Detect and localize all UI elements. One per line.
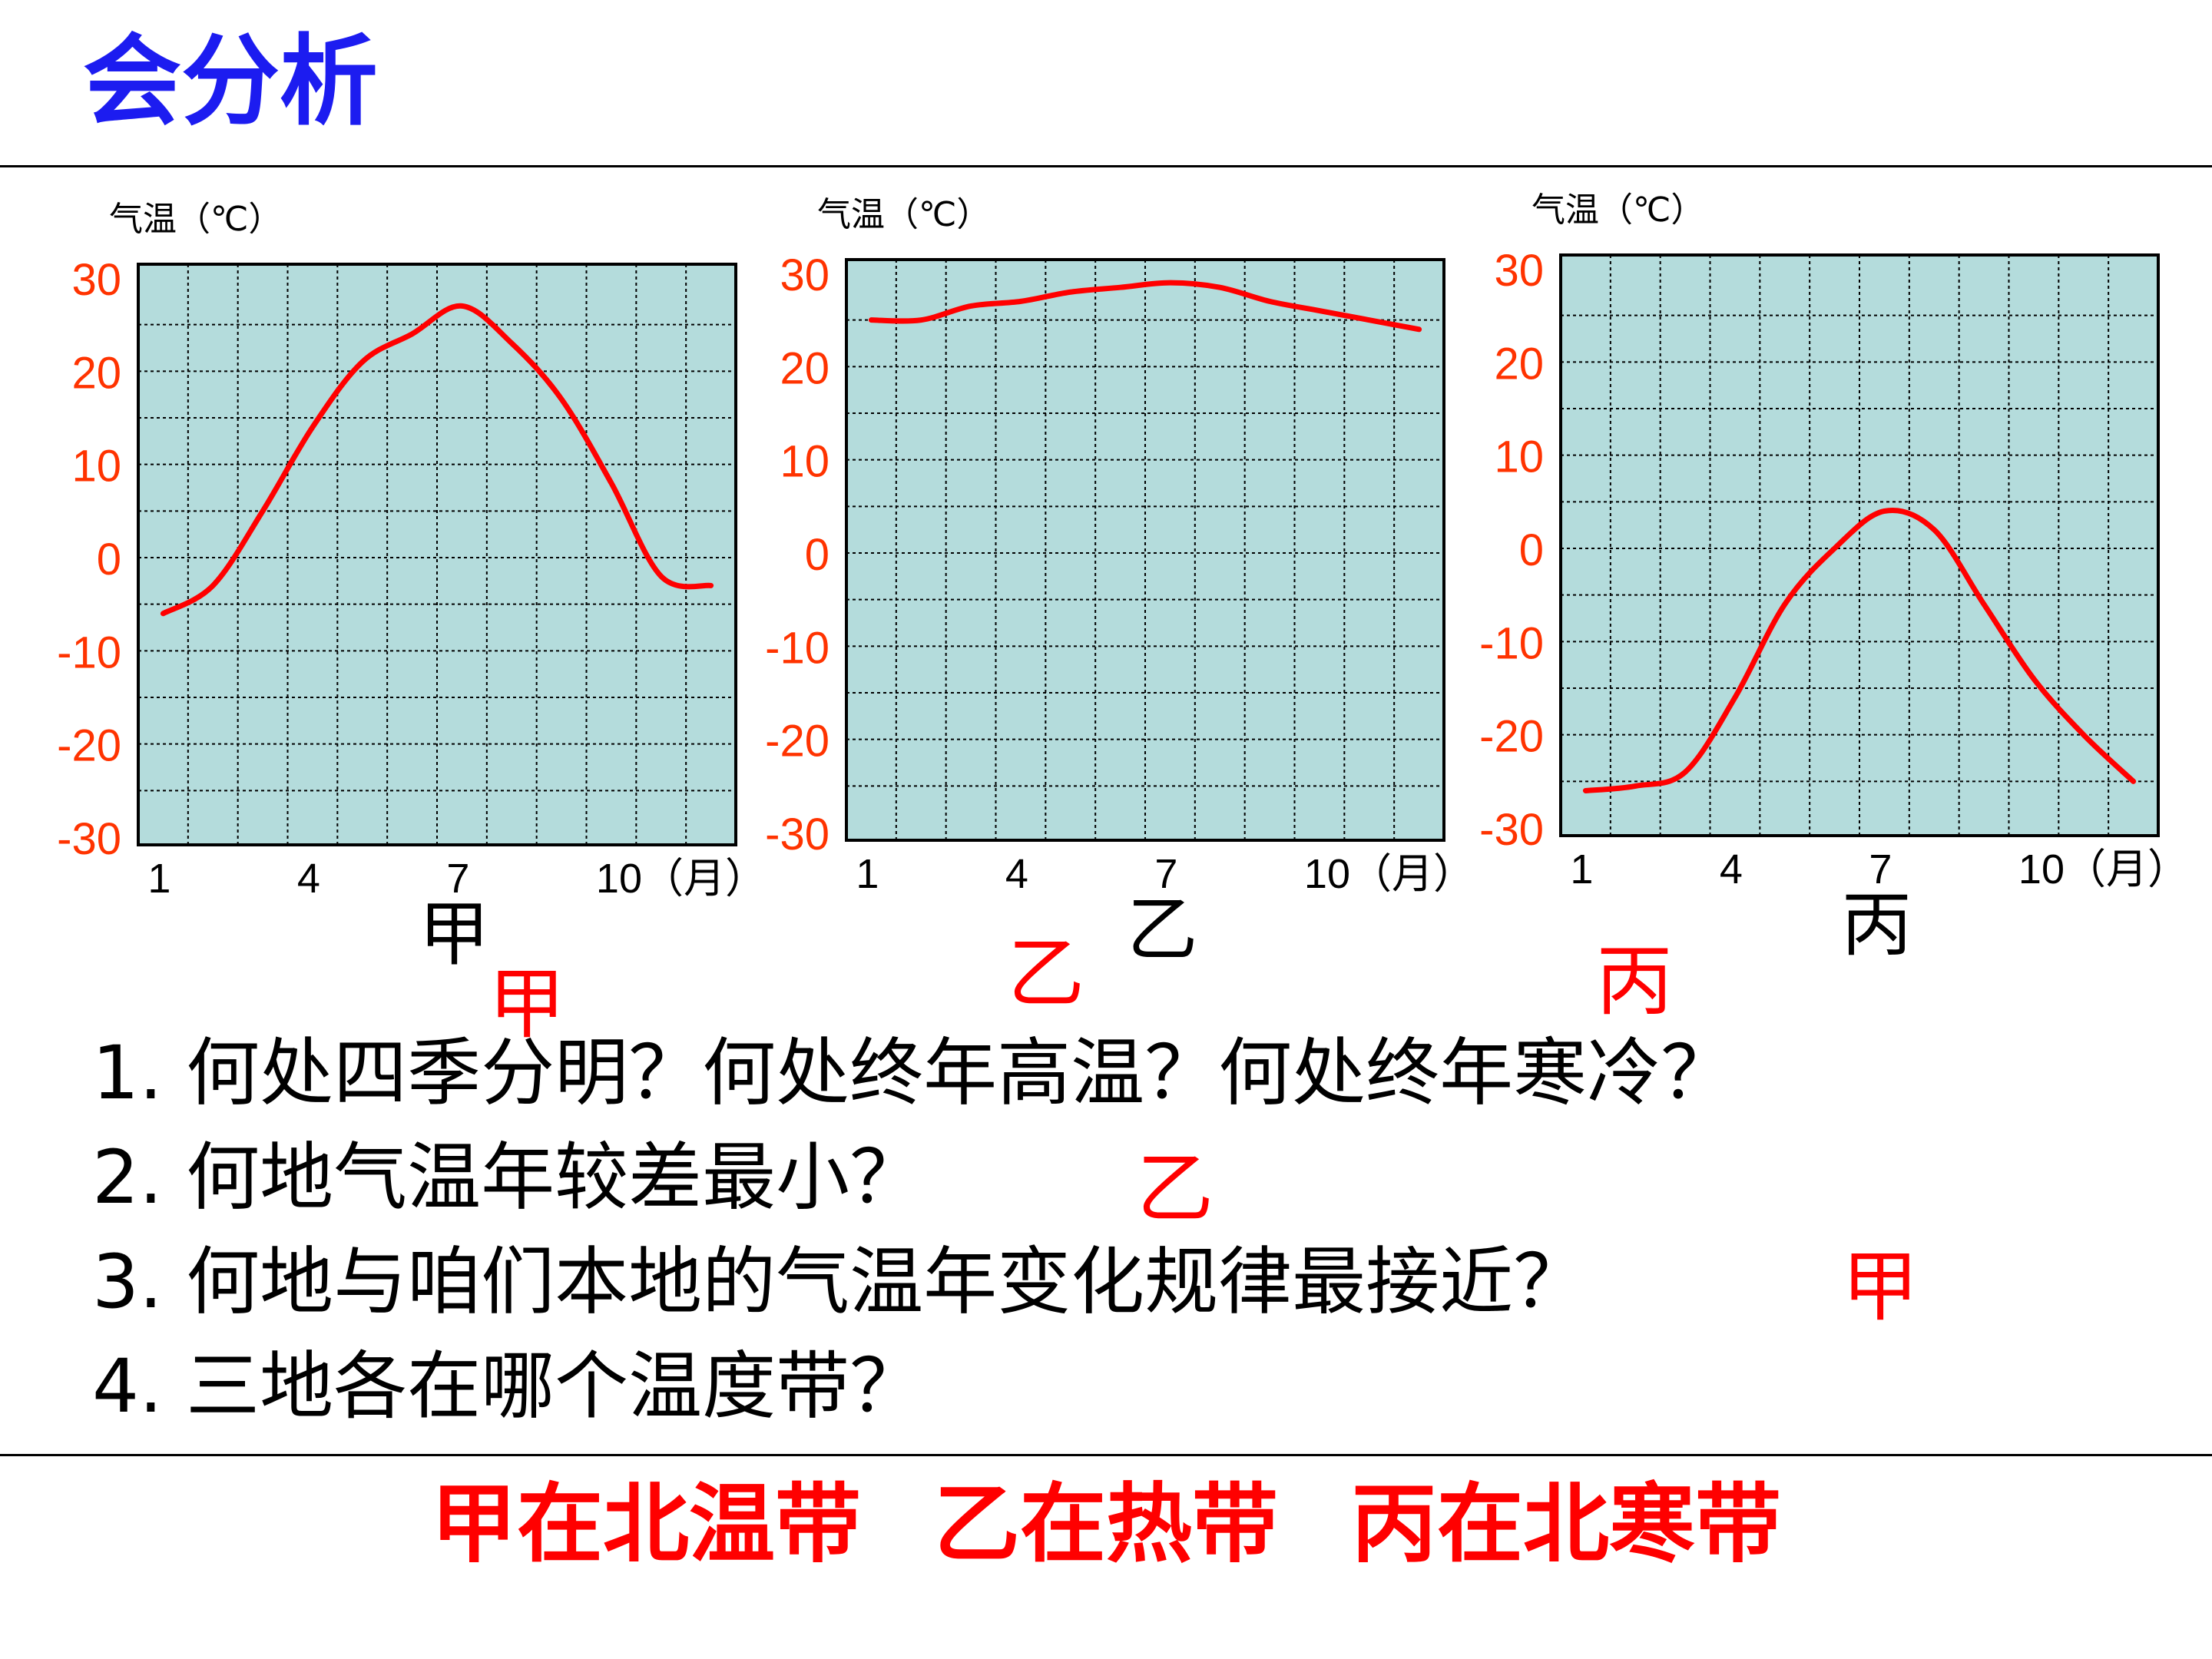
x-tick-label: 10（月）: [2018, 846, 2189, 892]
question-1: 1. 何处四季分明？何处终年高温？何处终年寒冷？: [92, 1030, 1735, 1116]
y-tick-label: -20: [57, 721, 121, 771]
question-4: 4. 三地各在哪个温度带？: [92, 1343, 924, 1429]
x-tick-label: 4: [297, 856, 320, 902]
question-3: 3. 何地与咱们本地的气温年变化规律最接近？: [92, 1239, 1588, 1325]
y-tick-label: -20: [765, 717, 830, 767]
top-divider: [0, 165, 2212, 167]
summary-yi: 乙在热带: [934, 1475, 1278, 1575]
y-tick-label: -30: [57, 814, 121, 864]
y-tick-label: -20: [1479, 712, 1544, 762]
chart-name: 乙: [1127, 889, 1197, 971]
slide-title: 会分析: [83, 25, 379, 139]
y-tick-label: 20: [1494, 339, 1544, 389]
y-tick-label: 30: [71, 255, 121, 305]
temperature-curve: [868, 280, 1422, 333]
answer-q1-jia: 甲: [488, 959, 565, 1049]
answer-q3: 甲: [1842, 1242, 1919, 1332]
y-axis-label: 气温（℃）: [1532, 190, 1704, 230]
y-tick-label: 10: [71, 442, 121, 492]
y-tick-label: 30: [780, 250, 830, 300]
y-axis-label: 气温（℃）: [817, 195, 990, 234]
y-tick-label: 10: [780, 437, 830, 487]
x-tick-label: 4: [1720, 846, 1743, 892]
y-tick-label: 0: [1519, 525, 1544, 575]
y-tick-label: 30: [1494, 246, 1544, 296]
x-tick-label: 1: [1570, 846, 1593, 892]
x-tick-label: 7: [1869, 846, 1892, 892]
y-tick-label: -30: [1479, 805, 1544, 855]
x-tick-label: 7: [1154, 851, 1177, 897]
y-tick-label: -10: [1479, 618, 1544, 668]
answer-q2: 乙: [1137, 1144, 1214, 1233]
y-tick-label: 0: [805, 530, 830, 580]
y-tick-label: 10: [1494, 432, 1544, 482]
x-tick-label: 10（月）: [596, 856, 767, 902]
y-tick-label: 0: [97, 535, 121, 584]
y-tick-label: 20: [71, 348, 121, 398]
answer-q1-bing: 丙: [1596, 936, 1673, 1026]
question-2: 2. 何地气温年较差最小？: [92, 1134, 924, 1220]
chart-3: 30 20 10 0 -10 -20 -30 1 4 7 10（月） 气温（℃） 丙: [1479, 190, 2189, 966]
summary-jia: 甲在北温带: [431, 1475, 861, 1575]
summary-answer: 甲在北温带 乙在热带 丙在北寒带: [0, 1467, 2212, 1582]
y-tick-label: -10: [57, 628, 121, 677]
temperature-curve: [160, 303, 714, 617]
chart-name: 丙: [1841, 884, 1912, 966]
temperature-curve: [1582, 508, 2137, 793]
x-tick-label: 1: [147, 856, 171, 902]
answer-q1-yi: 乙: [1008, 929, 1084, 1018]
chart-1: 30 20 10 0 -10 -20 -30 1 4 7 10（月） 气温（℃） 甲: [57, 200, 767, 975]
x-tick-label: 7: [446, 856, 469, 902]
x-tick-label: 10（月）: [1304, 851, 1475, 897]
bottom-divider: [0, 1454, 2212, 1456]
y-tick-label: -10: [765, 623, 830, 673]
y-tick-label: -30: [765, 810, 830, 859]
x-tick-label: 1: [856, 851, 879, 897]
summary-bing: 丙在北寒带: [1351, 1475, 1781, 1575]
chart-name: 甲: [419, 893, 489, 975]
y-tick-label: 20: [780, 343, 830, 393]
chart-2: 30 20 10 0 -10 -20 -30 1 4 7 10（月） 气温（℃） 乙: [765, 195, 1475, 971]
y-axis-label: 气温（℃）: [109, 200, 282, 239]
x-tick-label: 4: [1005, 851, 1028, 897]
